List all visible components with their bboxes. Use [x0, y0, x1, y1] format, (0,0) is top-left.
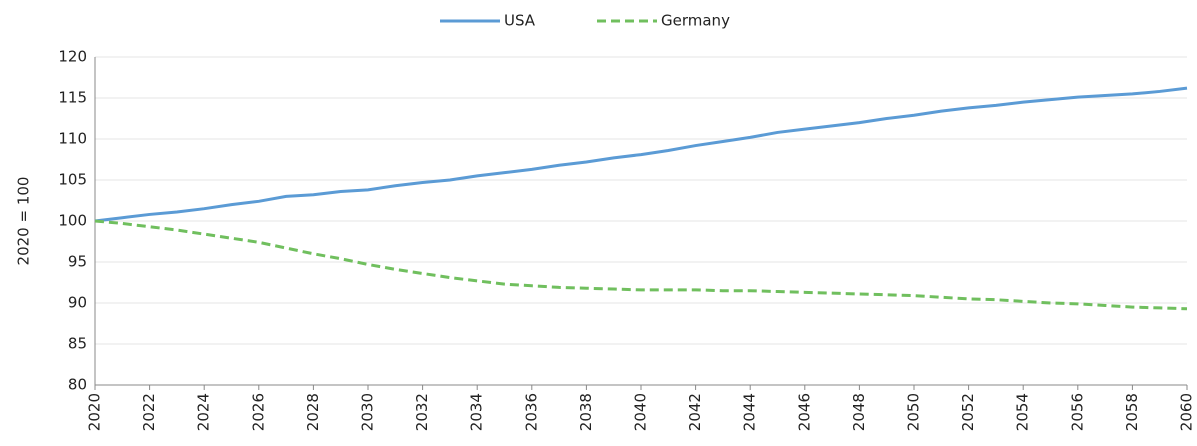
y-tick-label: 80 — [68, 376, 87, 394]
x-tick-label: 2038 — [577, 393, 595, 431]
x-tick-label: 2036 — [522, 393, 540, 431]
x-tick-label: 2022 — [140, 393, 158, 431]
y-tick-label: 120 — [58, 48, 87, 66]
y-tick-label: 95 — [68, 253, 87, 271]
y-tick-label: 115 — [58, 89, 87, 107]
legend-label: USA — [504, 12, 536, 30]
x-tick-label: 2048 — [850, 393, 868, 431]
y-tick-label: 110 — [58, 130, 87, 148]
x-tick-label: 2040 — [632, 393, 650, 431]
x-tick-label: 2054 — [1014, 393, 1032, 431]
x-tick-label: 2032 — [413, 393, 431, 431]
x-tick-label: 2020 — [86, 393, 104, 431]
y-tick-label: 85 — [68, 335, 87, 353]
y-tick-label: 100 — [58, 212, 87, 230]
series-line — [94, 219, 1188, 311]
y-tick-label: 105 — [58, 171, 87, 189]
y-axis-label: 2020 = 100 — [15, 177, 33, 266]
x-tick-label: 2060 — [1178, 393, 1196, 431]
x-tick-label: 2030 — [359, 393, 377, 431]
x-tick-label: 2026 — [249, 393, 267, 431]
y-tick-label: 90 — [68, 294, 87, 312]
series-line — [94, 86, 1188, 223]
x-tick-label: 2056 — [1068, 393, 1086, 431]
x-tick-label: 2046 — [795, 393, 813, 431]
x-tick-label: 2042 — [686, 393, 704, 431]
legend-label: Germany — [661, 12, 730, 30]
x-tick-label: 2024 — [195, 393, 213, 431]
x-tick-label: 2052 — [959, 393, 977, 431]
x-tick-label: 2044 — [741, 393, 759, 431]
x-tick-label: 2058 — [1123, 393, 1141, 431]
x-tick-label: 2028 — [304, 393, 322, 431]
x-tick-label: 2034 — [468, 393, 486, 431]
x-tick-label: 2050 — [905, 393, 923, 431]
